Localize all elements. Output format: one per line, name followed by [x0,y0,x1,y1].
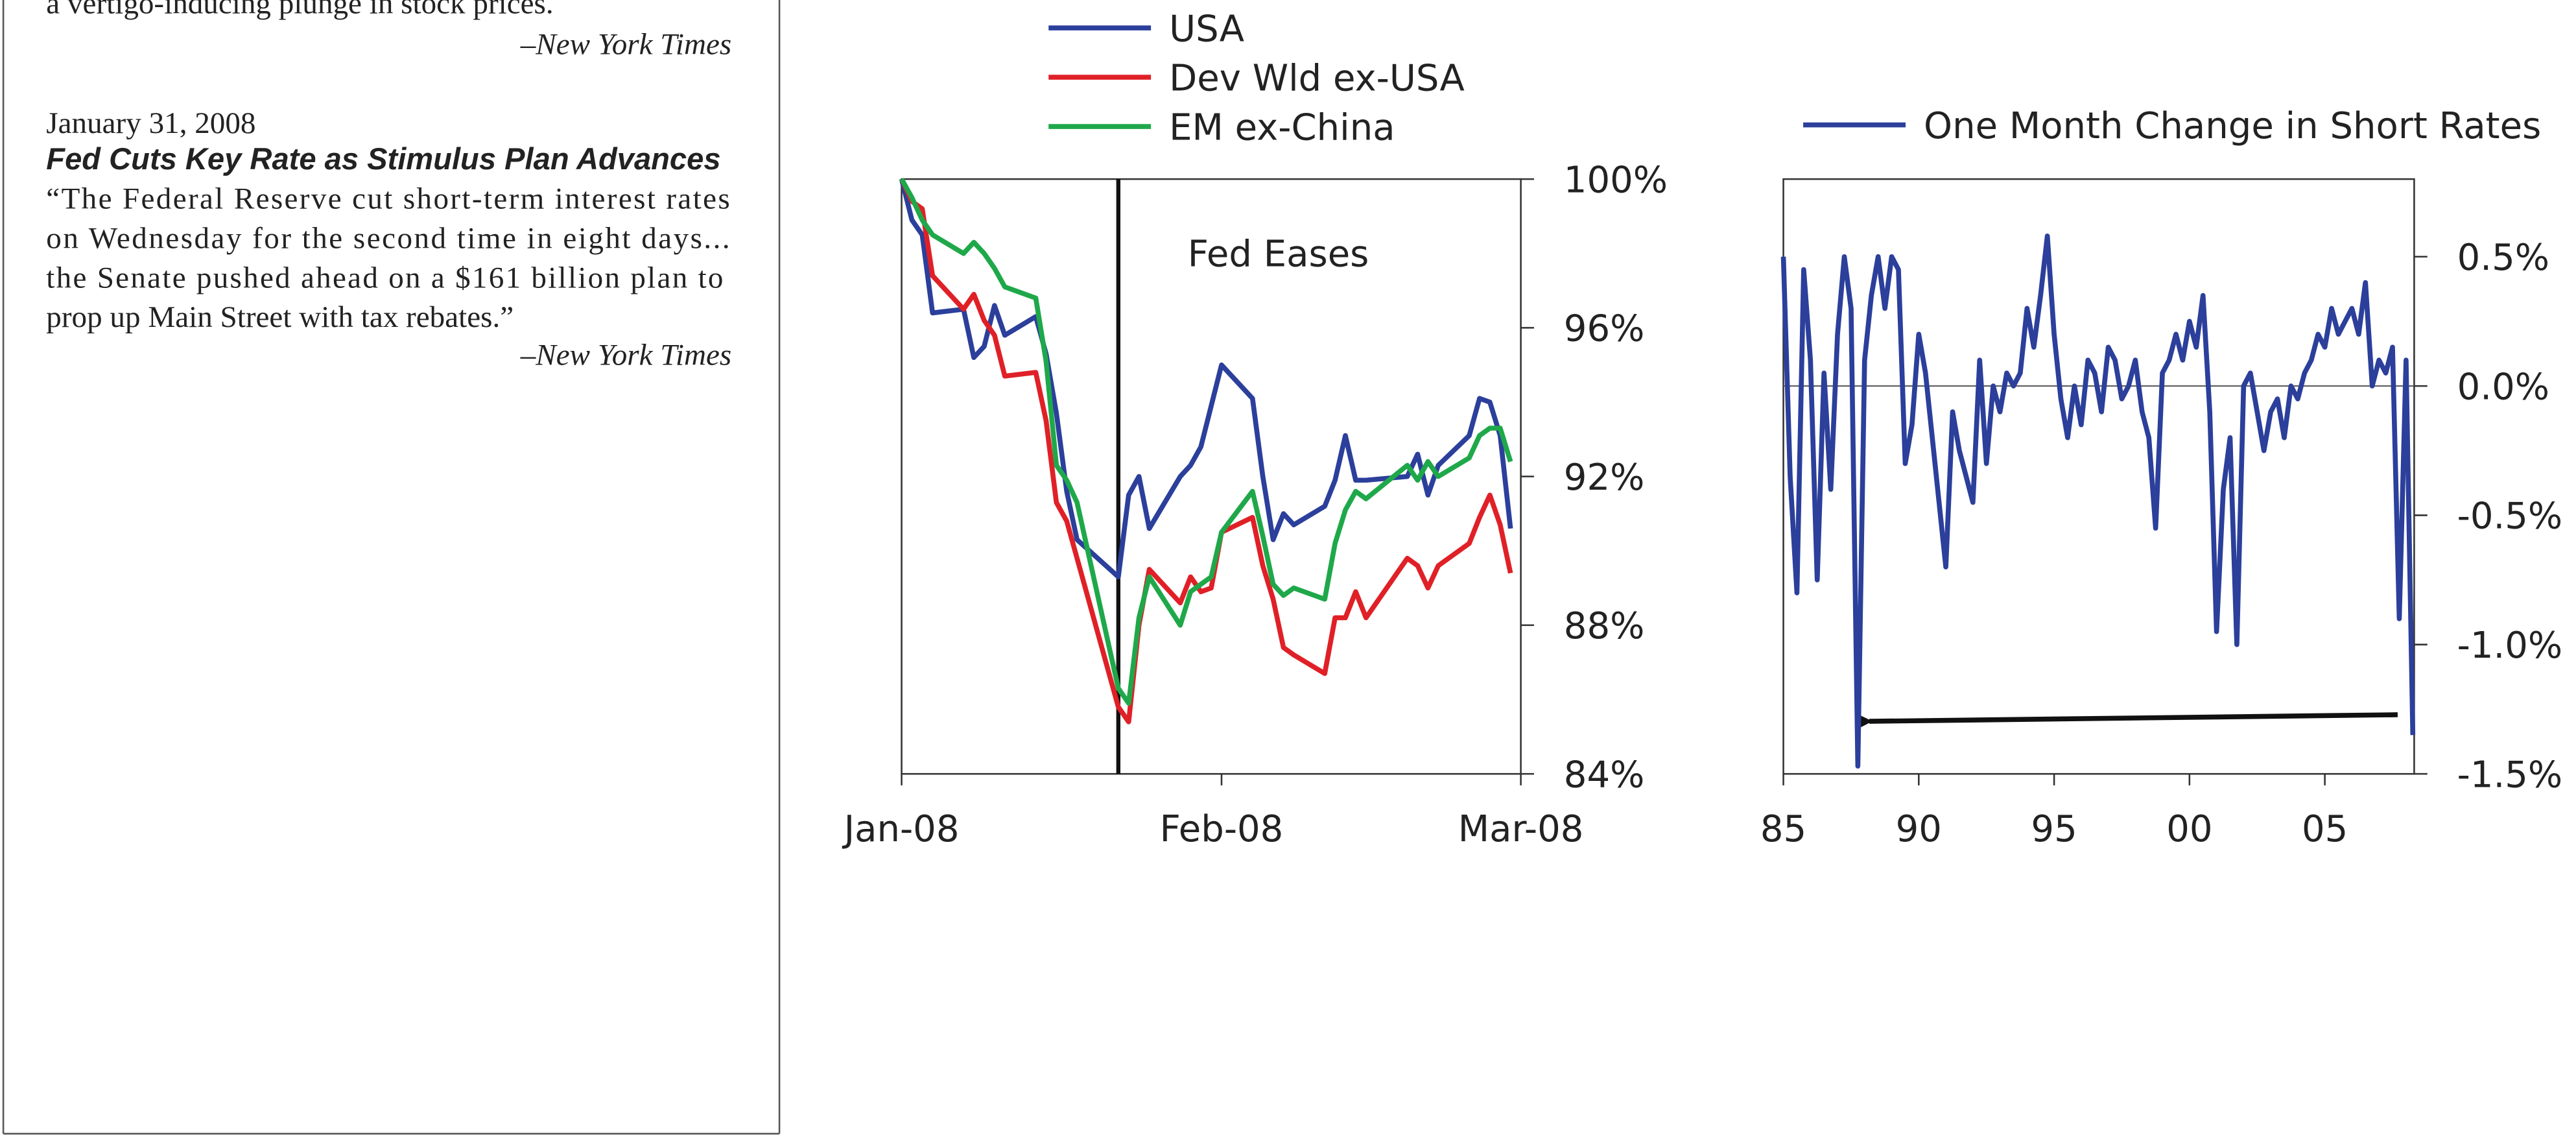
series-line [899,178,1513,724]
news-date: January 31, 2008 [46,106,255,140]
quote-line: the Senate pushed ahead on a $161 billio… [46,261,723,294]
quote-source: –New York Times [520,338,731,372]
quote-line: on Wednesday for the second time in eigh… [46,222,729,256]
y-tick-label: 0.0% [2457,366,2549,408]
quote-line: prop up Main Street with tax rebates.” [46,300,514,334]
quote-source: –New York Times [520,28,731,62]
x-tick-label: Jan-08 [842,808,960,850]
x-tick-label: 95 [2031,808,2077,850]
y-tick-label: 92% [1564,457,1645,499]
series-line [899,178,1513,580]
y-tick-label: 0.5% [2457,237,2549,279]
y-tick-label: -0.5% [2457,496,2563,538]
x-tick-label: 05 [2302,808,2348,850]
x-tick-label: 85 [1760,808,1806,850]
y-tick-label: 84% [1564,754,1645,796]
legend-label: EM ex-China [1169,106,1395,149]
quote-line: a vertigo-inducing plunge in stock price… [46,0,553,20]
y-tick-label: 96% [1564,308,1645,350]
y-tick-label: 100% [1564,160,1668,202]
arrow [1856,712,2398,730]
x-tick-label: 00 [2166,808,2212,850]
quote-line: “The Federal Reserve cut short-term inte… [46,182,729,216]
annotation: Fed Eases [1188,233,1369,276]
y-tick-label: -1.5% [2457,754,2563,796]
y-tick-label: -1.0% [2457,625,2563,667]
legend-label: Dev Wld ex-USA [1169,57,1465,99]
x-tick-label: Feb-08 [1160,808,1284,850]
x-tick-label: Mar-08 [1458,808,1584,850]
y-tick-label: 88% [1564,605,1645,647]
legend-label: USA [1169,8,1244,50]
sidebar: a vertigo-inducing plunge in stock price… [2,0,781,1135]
legend-label: One Month Change in Short Rates [1924,105,2541,147]
series-line [899,178,1513,706]
series-line [1780,233,2416,769]
news-headline: Fed Cuts Key Rate as Stimulus Plan Advan… [46,141,720,176]
x-tick-label: 90 [1896,808,1942,850]
plot-frame [1782,178,2415,775]
